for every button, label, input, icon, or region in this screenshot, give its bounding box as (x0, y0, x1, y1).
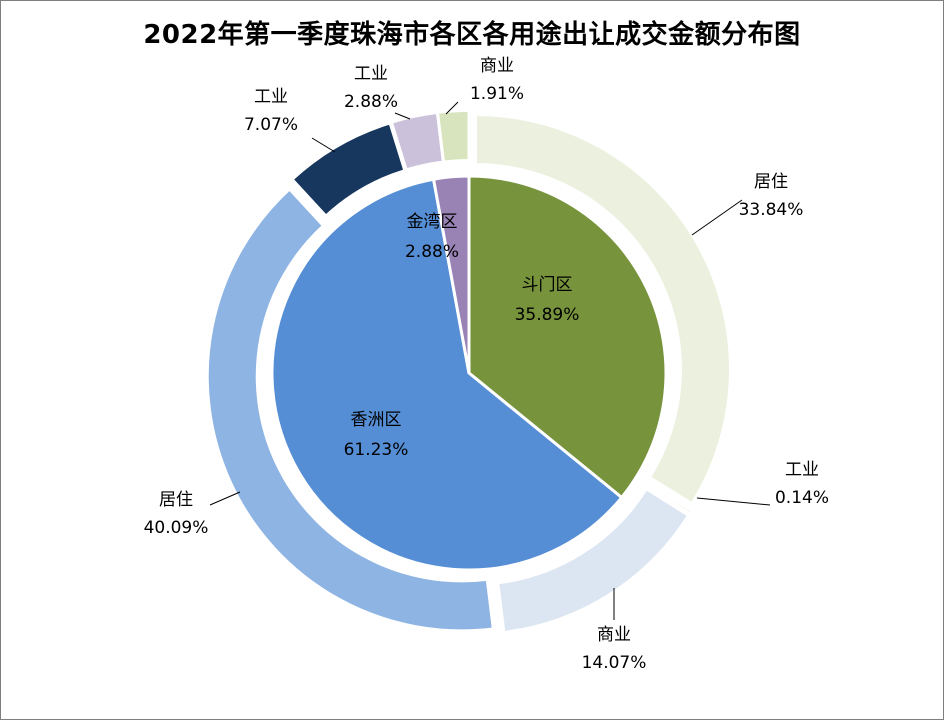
outer-label-value-5: 2.88% (344, 92, 398, 112)
inner-label-name-0: 斗门区 (522, 275, 573, 295)
inner-slice-1 (270, 177, 624, 572)
inner-slice-2 (431, 174, 471, 374)
outer-label-name-3: 居住 (159, 490, 193, 510)
inner-label-value-2: 2.88% (405, 242, 459, 262)
outer-label-value-6: 1.91% (470, 84, 524, 104)
outer-label-value-0: 33.84% (739, 200, 804, 220)
inner-slice-0 (467, 174, 668, 500)
outer-leader-6 (445, 101, 459, 115)
outer-leader-3 (209, 491, 241, 506)
outer-leader-4 (311, 137, 336, 153)
outer-label-name-4: 工业 (254, 87, 288, 107)
chart-title: 2022年第一季度珠海市各区各用途出让成交金额分布图 (143, 20, 801, 50)
inner-label-name-2: 金湾区 (407, 212, 458, 232)
outer-leader-5 (394, 112, 411, 120)
outer-label-value-4: 7.07% (244, 115, 298, 135)
outer-slice-0 (474, 114, 731, 505)
outer-leader-0 (691, 199, 743, 236)
outer-label-value-3: 40.09% (144, 518, 209, 538)
outer-label-name-5: 工业 (354, 64, 388, 84)
outer-slice-6 (436, 110, 470, 163)
outer-label-value-2: 14.07% (582, 653, 647, 673)
outer-slice-1 (647, 483, 693, 515)
outer-slice-3 (206, 188, 494, 632)
outer-label-name-2: 商业 (597, 625, 631, 645)
outer-label-value-1: 0.14% (775, 488, 829, 508)
inner-label-value-1: 61.23% (344, 440, 409, 460)
outer-leader-1 (696, 497, 771, 506)
outer-label-name-1: 工业 (785, 460, 819, 480)
outer-label-name-0: 居住 (754, 172, 788, 192)
outer-slice-4 (291, 122, 406, 217)
outer-slice-2 (497, 488, 690, 633)
outer-label-name-6: 商业 (480, 56, 514, 76)
inner-label-value-0: 35.89% (515, 305, 580, 325)
inner-label-name-1: 香洲区 (351, 410, 402, 430)
outer-slice-5 (390, 111, 444, 171)
